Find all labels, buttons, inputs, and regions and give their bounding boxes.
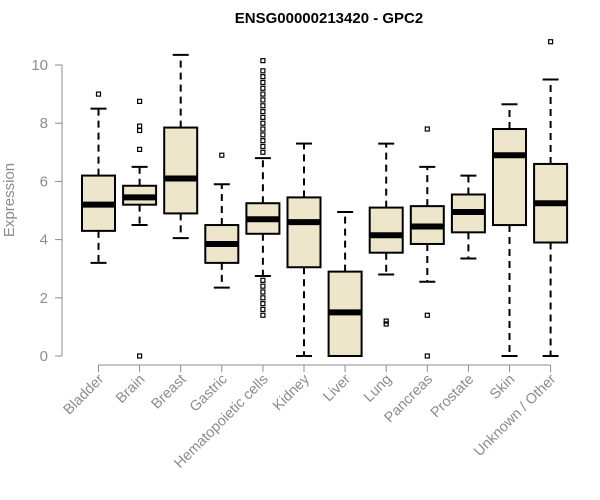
y-tick-label: 4 — [40, 232, 48, 249]
outlier-point — [260, 103, 266, 109]
outlier-point — [424, 126, 430, 132]
x-tick-label-liver: Liver — [320, 371, 354, 405]
iqr-box — [286, 196, 322, 269]
outlier-point — [95, 91, 102, 97]
box-skin — [492, 103, 527, 357]
box-bladder — [81, 91, 116, 264]
box-kidney — [286, 142, 322, 357]
outlier-point — [260, 301, 266, 307]
outlier-point — [260, 79, 266, 86]
outlier-point — [260, 306, 266, 313]
outlier-point — [260, 126, 266, 132]
outlier-point — [424, 353, 430, 359]
y-tick-label: 8 — [40, 115, 48, 132]
outlier-point — [260, 74, 266, 80]
iqr-box — [492, 128, 527, 227]
outlier-point — [260, 108, 266, 115]
box-lung — [368, 142, 404, 327]
outlier-point — [260, 85, 266, 91]
outlier-point — [424, 312, 430, 318]
box-unknown-other — [533, 39, 569, 357]
y-tick-label: 6 — [40, 173, 48, 190]
outlier-point — [260, 97, 266, 103]
outlier-point — [260, 114, 266, 120]
outlier-point — [260, 283, 266, 289]
outlier-point — [260, 289, 266, 295]
iqr-box — [163, 126, 199, 215]
outlier-point — [137, 123, 143, 129]
outlier-point — [260, 312, 266, 318]
x-tick-label-skin: Skin — [487, 372, 518, 403]
outlier-point — [260, 91, 266, 97]
box-breast — [163, 53, 199, 240]
x-tick-label-lung: Lung — [361, 372, 395, 406]
outlier-point — [260, 132, 266, 138]
iqr-box — [368, 206, 404, 254]
outlier-point — [260, 68, 266, 74]
box-pancreas — [409, 126, 445, 359]
box-brain — [122, 98, 158, 359]
box-liver — [327, 210, 363, 357]
outlier-point — [137, 127, 143, 134]
y-tick-label: 0 — [40, 348, 48, 365]
x-tick-label-kidney: Kidney — [270, 371, 313, 414]
outlier-point — [260, 277, 266, 283]
x-tick-label-brain: Brain — [113, 372, 148, 407]
outlier-point — [260, 58, 266, 64]
box-gastric — [204, 152, 240, 289]
box-prostate — [450, 174, 486, 260]
y-tick-label: 2 — [40, 290, 48, 307]
y-axis: 0 2 4 6 8 10 — [31, 57, 63, 365]
outlier-point — [137, 353, 143, 359]
y-axis-label: Expression — [1, 163, 18, 237]
outlier-point — [260, 120, 266, 126]
x-tick-label-bladder: Bladder — [61, 371, 108, 418]
y-tick-label: 10 — [31, 57, 48, 74]
outlier-point — [137, 98, 143, 104]
outlier-point — [383, 318, 389, 324]
chart-title: ENSG00000213420 - GPC2 — [235, 10, 423, 27]
outlier-point — [547, 39, 554, 45]
x-tick-label-prostate: Prostate — [428, 372, 477, 421]
outlier-point — [219, 152, 225, 158]
outlier-point — [260, 143, 266, 150]
outlier-point — [137, 146, 143, 152]
outlier-point — [260, 295, 266, 301]
outlier-point — [260, 149, 266, 155]
boxes-group — [81, 39, 569, 359]
x-tick-label-breast: Breast — [149, 372, 190, 413]
outlier-point — [383, 321, 389, 327]
box-hematopoietic-cells — [245, 58, 281, 318]
outlier-point — [260, 138, 266, 144]
